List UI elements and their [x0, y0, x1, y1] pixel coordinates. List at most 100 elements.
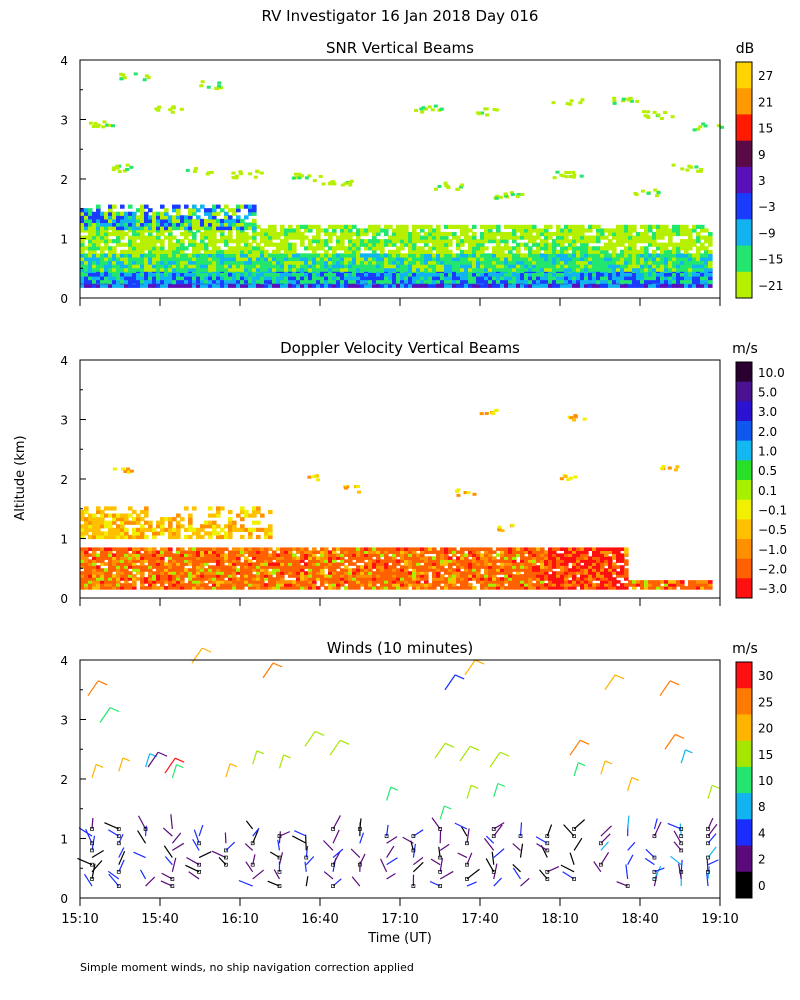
doppler-cell	[416, 547, 421, 551]
snr-cell	[564, 239, 569, 244]
doppler-cell	[312, 583, 317, 587]
snr-cell	[568, 283, 573, 288]
snr-cell	[672, 272, 677, 277]
snr-cell	[216, 222, 221, 227]
doppler-cell	[144, 550, 149, 554]
doppler-cell	[696, 583, 701, 587]
snr-cell	[412, 267, 417, 272]
doppler-cell	[160, 586, 165, 590]
y-tick-label: 4	[60, 54, 68, 68]
snr-cell	[284, 279, 289, 284]
doppler-cell	[452, 568, 457, 572]
doppler-cell	[480, 556, 485, 560]
snr-cell	[300, 231, 305, 237]
snr-cell	[700, 235, 705, 240]
doppler-cell	[240, 586, 245, 590]
snr-cell	[512, 228, 517, 233]
doppler-cell	[308, 577, 313, 581]
snr-cell	[340, 224, 345, 229]
doppler-cell	[404, 565, 409, 569]
snr-cell	[132, 226, 137, 231]
snr-cell	[100, 267, 105, 272]
snr-cell	[212, 231, 217, 237]
doppler-cell	[376, 565, 381, 569]
snr-cell	[296, 224, 301, 229]
snr-cell	[224, 256, 229, 262]
snr-cell	[664, 279, 669, 284]
snr-cell	[104, 260, 109, 265]
snr-cell	[312, 275, 317, 281]
snr-cell	[212, 264, 217, 269]
snr-cell	[456, 246, 461, 251]
snr-cell	[632, 279, 637, 284]
snr-cell	[180, 231, 185, 237]
snr-cell	[548, 235, 553, 240]
snr-cell	[104, 275, 109, 281]
snr-cell	[132, 275, 137, 281]
doppler-cell	[172, 574, 177, 578]
doppler-cell	[108, 583, 113, 587]
doppler-cell	[224, 586, 229, 590]
snr-cell	[264, 249, 269, 254]
snr-cell	[588, 267, 593, 272]
doppler-cell	[556, 577, 561, 581]
doppler-cell	[468, 568, 473, 572]
snr-cell	[684, 272, 689, 277]
doppler-cell	[580, 577, 585, 581]
snr-cell	[348, 267, 353, 272]
doppler-cell	[316, 559, 321, 563]
snr-cell	[544, 246, 549, 251]
snr-cell	[104, 279, 109, 284]
snr-cell	[232, 283, 237, 288]
snr-cell	[120, 215, 125, 220]
snr-cell	[412, 260, 417, 265]
snr-cell	[676, 272, 681, 277]
snr-cell	[244, 242, 249, 247]
snr-cell	[524, 231, 529, 237]
snr-cell	[648, 260, 653, 265]
doppler-cell	[700, 580, 705, 584]
doppler-cell	[224, 583, 229, 587]
doppler-cell	[548, 586, 553, 590]
snr-cell	[188, 215, 193, 220]
snr-cell	[704, 228, 709, 233]
doppler-cell	[476, 556, 481, 560]
snr-cell	[102, 120, 107, 124]
snr-cell	[108, 275, 113, 281]
doppler-cell	[384, 562, 389, 566]
snr-cell	[344, 283, 349, 288]
snr-cell	[452, 253, 457, 258]
snr-cell	[604, 272, 609, 277]
doppler-cell	[124, 547, 129, 551]
doppler-cell	[340, 580, 345, 584]
snr-cell	[620, 253, 625, 258]
snr-cell	[268, 231, 273, 237]
doppler-cell	[464, 568, 469, 572]
doppler-cell	[596, 556, 601, 560]
doppler-cell	[460, 580, 465, 584]
snr-cell	[612, 246, 617, 251]
doppler-cell	[212, 559, 217, 563]
snr-cell	[332, 272, 337, 277]
snr-cell	[268, 253, 273, 258]
snr-cell	[188, 226, 193, 231]
doppler-cell	[296, 568, 301, 572]
snr-cell	[240, 204, 245, 209]
snr-cell	[124, 260, 129, 265]
snr-cell	[268, 242, 273, 247]
snr-cell	[495, 194, 500, 198]
doppler-cell	[152, 580, 157, 584]
snr-cell	[472, 283, 477, 288]
snr-cell	[464, 279, 469, 284]
snr-cell	[628, 96, 633, 100]
snr-cell	[96, 283, 101, 288]
doppler-cell	[468, 565, 473, 569]
doppler-cell	[332, 586, 337, 590]
snr-cell	[648, 267, 653, 272]
doppler-cell	[328, 577, 333, 581]
doppler-cell	[300, 556, 305, 560]
doppler-cell	[680, 586, 685, 590]
snr-cell	[564, 231, 569, 237]
snr-cell	[160, 242, 165, 247]
